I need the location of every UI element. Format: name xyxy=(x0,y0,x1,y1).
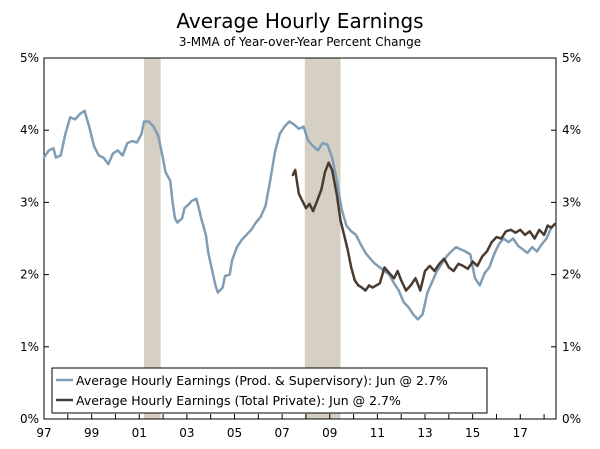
x-tick-label: 05 xyxy=(227,426,242,440)
x-tick-label: 15 xyxy=(465,426,480,440)
x-tick-label: 03 xyxy=(179,426,194,440)
y-tick-label-left: 2% xyxy=(20,268,39,282)
x-tick-label: 01 xyxy=(132,426,147,440)
recession-shading xyxy=(144,58,341,419)
legend: Average Hourly Earnings (Prod. & Supervi… xyxy=(51,367,488,414)
x-tick-label: 99 xyxy=(84,426,99,440)
y-tick-label-left: 0% xyxy=(20,412,39,426)
x-tick-label: 97 xyxy=(36,426,51,440)
legend-box xyxy=(51,367,488,414)
x-tick-label: 13 xyxy=(417,426,432,440)
y-tick-label-right: 3% xyxy=(562,195,581,209)
series-line-prod-supervisory xyxy=(42,109,557,321)
chart-title: Average Hourly Earnings xyxy=(176,9,423,33)
y-tick-label-left: 4% xyxy=(20,123,39,137)
y-tick-label-right: 0% xyxy=(562,412,581,426)
y-tick-label-right: 4% xyxy=(562,123,581,137)
series-line-total-private xyxy=(291,161,557,292)
y-tick-label-left: 1% xyxy=(20,340,39,354)
y-tick-label-right: 5% xyxy=(562,51,581,65)
x-tick-label: 11 xyxy=(370,426,385,440)
legend-label-prod-supervisory: Average Hourly Earnings (Prod. & Supervi… xyxy=(76,373,448,388)
y-tick-label-right: 2% xyxy=(562,268,581,282)
y-tick-label-right: 1% xyxy=(562,340,581,354)
y-tick-label-left: 3% xyxy=(20,195,39,209)
x-tick-label: 17 xyxy=(513,426,528,440)
x-tick-label: 07 xyxy=(274,426,289,440)
y-tick-label-left: 5% xyxy=(20,51,39,65)
recession-band-1 xyxy=(144,58,161,419)
series-lines xyxy=(42,109,557,321)
y-axis-ticks: 0% 0% 1% 1% 2% 2% 3% 3% 4% 4% 5% 5% xyxy=(20,51,581,426)
legend-label-total-private: Average Hourly Earnings (Total Private):… xyxy=(76,393,401,408)
chart-subtitle: 3-MMA of Year-over-Year Percent Change xyxy=(179,35,421,49)
recession-band-2 xyxy=(304,58,341,419)
x-tick-label: 09 xyxy=(322,426,337,440)
plot-frame xyxy=(43,57,557,420)
x-axis-ticks: 97 99 01 03 05 07 09 11 13 15 17 xyxy=(36,414,545,440)
